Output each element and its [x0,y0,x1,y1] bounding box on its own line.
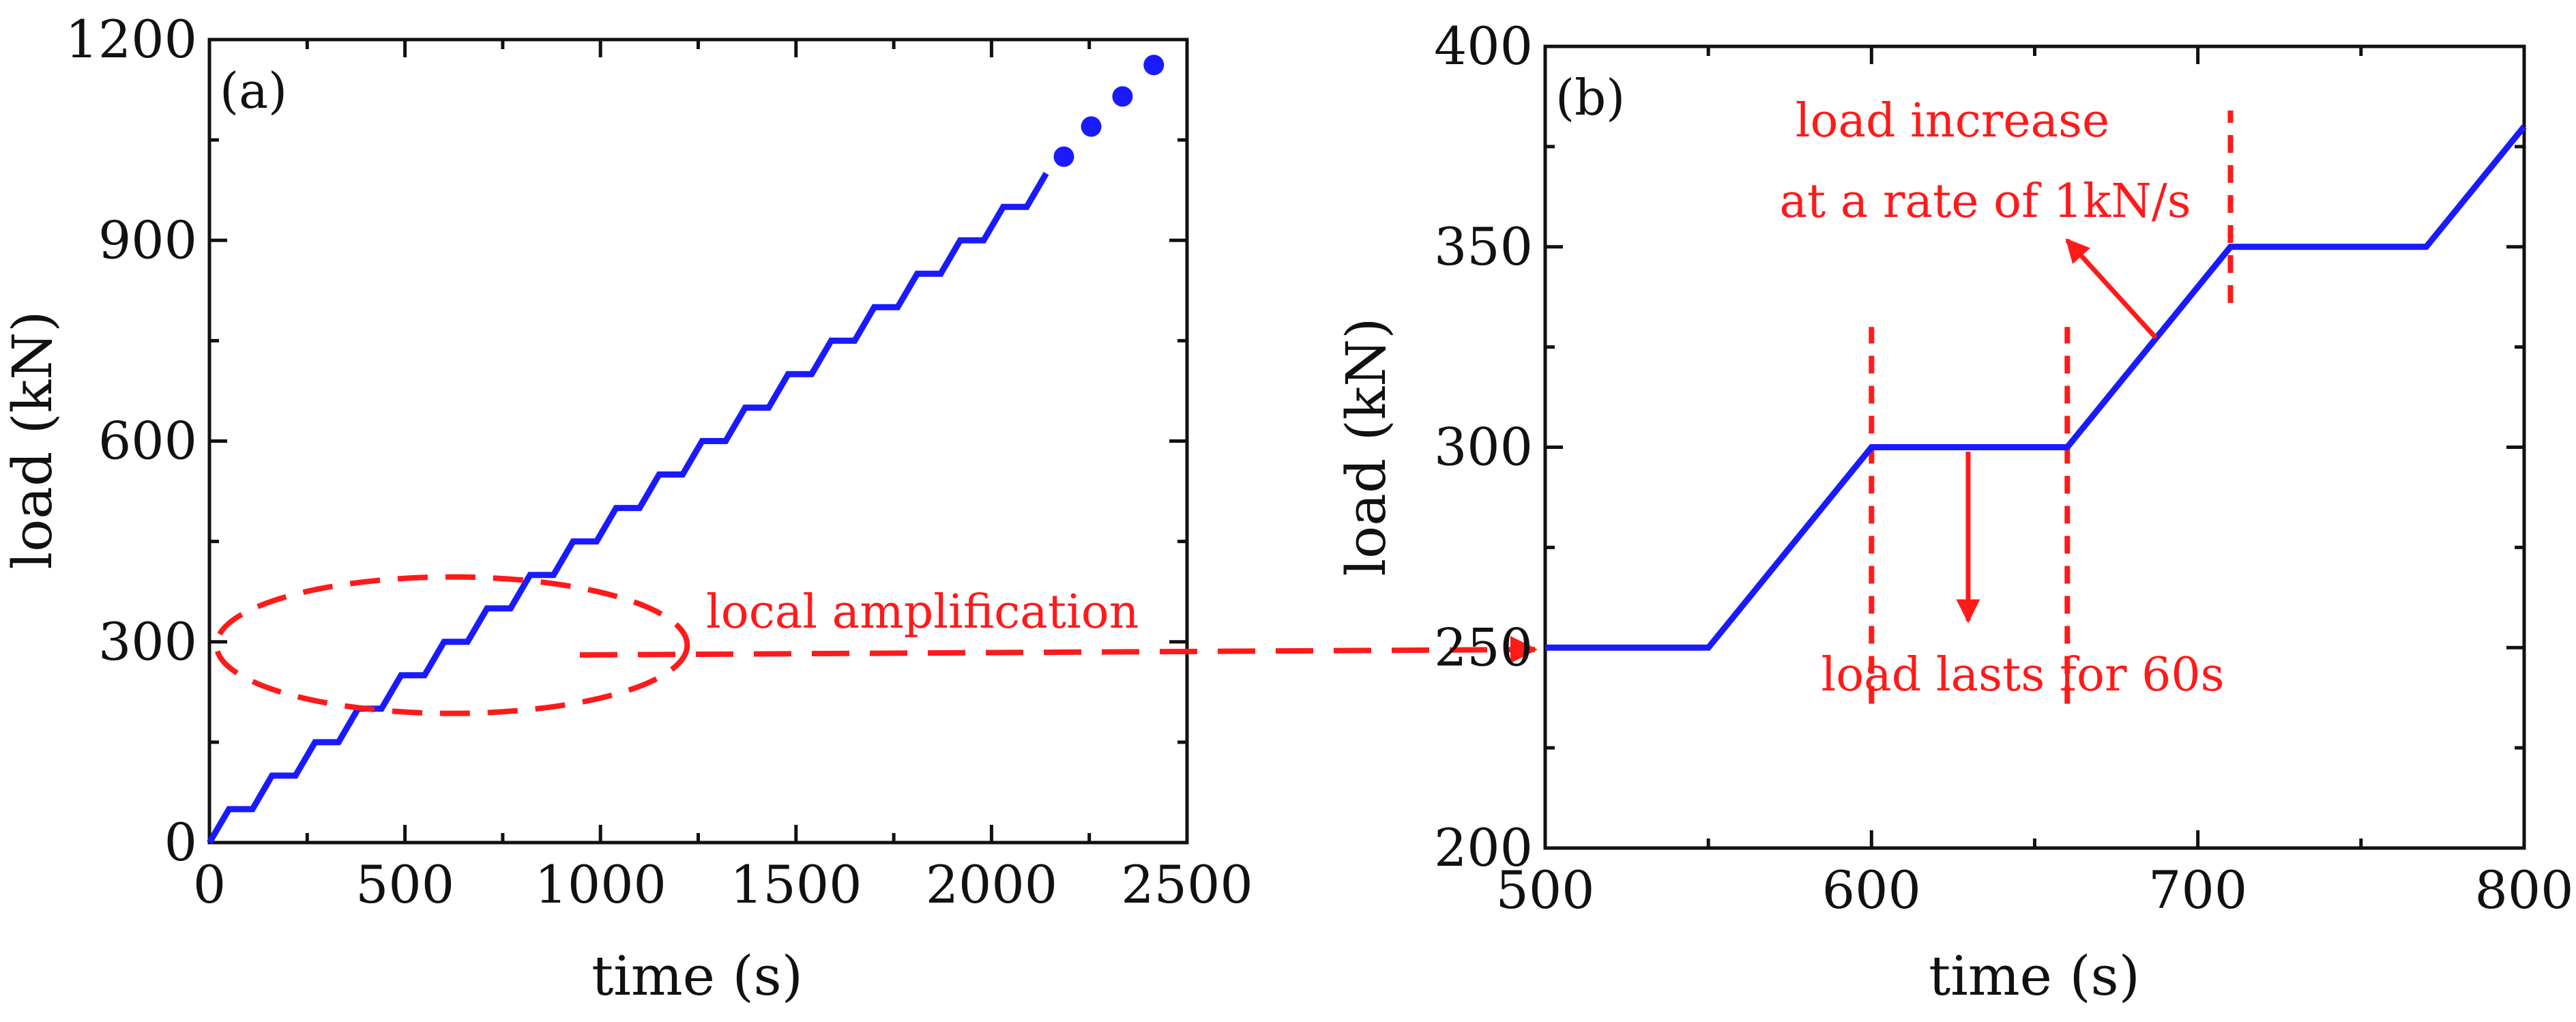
panel-a-xlabel: time (s) [591,944,803,1008]
x-tick-label: 500 [355,854,454,915]
x-tick-label: 500 [1495,860,1594,920]
continuation-dot [1112,86,1133,107]
panel-a-frame [207,38,1189,845]
panel-a-series-line [207,171,1049,845]
continuation-dot [1053,146,1074,167]
y-tick-label: 350 [1434,216,1533,277]
x-tick-label: 2500 [1121,854,1253,915]
x-tick-label: 2000 [926,854,1057,915]
y-tick-label: 1200 [65,9,197,70]
y-tick-label: 400 [1434,16,1533,76]
panel-a-label: (a) [220,62,287,119]
panel-b-tick-labels: 500 600 700 800 200 250 300 350 400 [1434,16,2574,920]
y-tick-label: 250 [1434,617,1533,677]
panel-a: 0 500 1000 1500 2000 2500 0 300 600 900 1200 (a) t… [1,9,1538,1008]
y-tick-label: 0 [164,812,197,873]
continuation-dot [1143,55,1165,76]
y-tick-label: 300 [1434,417,1533,478]
y-tick-label: 900 [98,209,197,270]
panel-a-ylabel: load (kN) [1,311,64,570]
panel-b-series-line [1545,124,2527,651]
panel-a-continuation-dots [1053,55,1165,167]
y-tick-label: 600 [98,411,197,471]
panel-a-ticks [207,38,1189,845]
panel-b-label: (b) [1555,69,1625,126]
y-tick-label: 300 [98,611,197,672]
amplification-arrow [579,636,1538,664]
rate-annotation-line1: load increase [1796,94,2109,148]
x-tick-label: 1500 [730,854,862,915]
local-amplification-ellipse [214,574,690,716]
x-tick-label: 800 [2474,860,2573,920]
panel-a-tick-labels: 0 500 1000 1500 2000 2500 0 300 600 900 1200 [65,9,1253,915]
panel-b-xlabel: time (s) [1929,944,2140,1008]
x-tick-label: 600 [1822,860,1921,920]
local-amplification-label: local amplification [706,585,1139,639]
panel-b-dashed-markers [1869,111,2234,704]
x-tick-label: 0 [193,854,226,915]
rate-annotation-line2: at a rate of 1kN/s [1779,175,2191,229]
panel-b-ticks [1543,44,2526,850]
x-tick-label: 700 [2148,860,2247,920]
panel-b-ylabel: load (kN) [1334,318,1398,576]
rate-arrow [2065,238,2158,340]
hold-annotation: load lasts for 60s [1821,648,2224,702]
panel-b: 500 600 700 800 200 250 300 350 400 (b) time (s)… [1334,16,2574,1008]
continuation-dot [1081,116,1102,137]
y-tick-label: 200 [1434,817,1533,878]
x-tick-label: 1000 [534,854,666,915]
